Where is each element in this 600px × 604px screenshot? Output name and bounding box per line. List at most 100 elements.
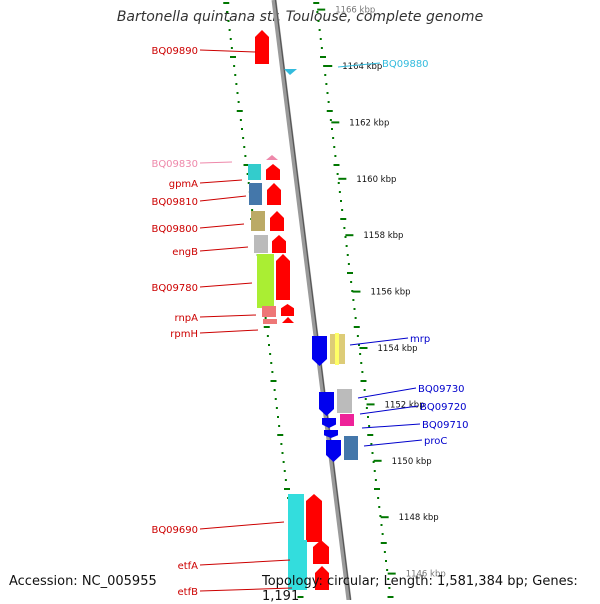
outer-ring-tick — [359, 353, 362, 355]
inner-ring-tick — [264, 317, 267, 319]
gene-label-leader — [199, 587, 293, 592]
outer-ring-tick — [365, 407, 368, 409]
inner-ring-tick — [235, 83, 238, 85]
inner-ring-tick — [270, 362, 273, 364]
gene-proc-arrow — [326, 440, 341, 462]
gene-proc-block — [344, 436, 358, 460]
outer-ring-tick — [385, 560, 387, 562]
inner-ring-tick — [236, 92, 239, 94]
outer-ring-tick — [378, 506, 381, 508]
outer-ring-tick — [316, 11, 319, 13]
outer-ring-tick — [326, 92, 329, 94]
scale-tick-label: 1146 kbp — [406, 570, 446, 580]
outer-ring-tick — [354, 317, 357, 319]
scale-tick-label: 1152 kbp — [385, 400, 425, 410]
gene-rnpa-arrow — [281, 304, 294, 316]
backbone-edge — [274, 0, 352, 600]
inner-ring-tick — [243, 164, 250, 166]
scale-tick-label: 1158 kbp — [363, 231, 403, 241]
gene-label-leader — [199, 49, 257, 53]
outer-ring-tick — [334, 155, 337, 157]
outer-ring-tick — [333, 146, 336, 148]
inner-ring-tick — [281, 452, 284, 454]
scale-tick-label: 1166 kbp — [335, 6, 375, 16]
outer-ring-tick — [379, 515, 382, 517]
gene-label-leader — [199, 195, 247, 202]
outer-ring-tick — [337, 182, 340, 184]
inner-ring-tick — [266, 335, 269, 337]
outer-ring-tick — [338, 191, 341, 193]
inner-ring-tick — [244, 155, 247, 157]
gene-label-leader — [199, 521, 285, 530]
outer-ring-tick — [381, 533, 384, 535]
gene-gpma-block — [248, 164, 261, 180]
outer-ring-tick — [370, 443, 373, 445]
outer-ring-tick — [341, 209, 344, 211]
gene-engb-block — [254, 235, 268, 253]
gene-bq09690-arrow — [306, 494, 322, 542]
outer-ring-tick — [332, 137, 335, 139]
gene-rpmh-block — [263, 319, 277, 324]
outer-ring-tick — [372, 461, 375, 463]
inner-ring-tick — [283, 470, 286, 472]
gene-bq09880-arrow — [284, 69, 297, 75]
gene-bq09780-block — [257, 254, 274, 308]
gene-label-left: BQ09800 — [151, 224, 198, 235]
gene-bq09720-block — [340, 414, 354, 426]
gene-label-leader — [199, 329, 259, 334]
gene-bq09720-arrow — [322, 418, 336, 428]
inner-ring-tick — [297, 596, 304, 598]
gene-label-leader — [199, 246, 249, 252]
backbone-line — [271, 0, 352, 600]
gene-label-right: proC — [424, 436, 447, 447]
gene-gpma-arrow — [266, 164, 280, 180]
inner-ring-tick — [271, 371, 274, 373]
scale-tick-label: 1150 kbp — [392, 457, 432, 467]
gene-label-left: rpmH — [170, 329, 198, 340]
scale-tick-label: 1154 kbp — [378, 344, 418, 354]
gene-label-left: BQ09690 — [151, 525, 198, 536]
outer-ring-tick — [329, 119, 332, 121]
inner-ring-tick — [227, 20, 230, 22]
gene-label-right: mrp — [410, 334, 430, 345]
outer-ring-tick — [356, 335, 359, 337]
gene-label-leader — [357, 387, 417, 399]
outer-ring-tick — [374, 488, 380, 490]
gene-mrp-stripe — [335, 333, 339, 365]
inner-ring-tick — [280, 443, 283, 445]
accession-text: Accession: NC_005955 — [9, 574, 157, 589]
outer-ring-tick — [363, 389, 366, 391]
outer-ring-tick — [327, 101, 330, 103]
outer-ring-tick — [340, 218, 347, 220]
gene-label-left: BQ09810 — [151, 197, 198, 208]
inner-ring-tick — [229, 38, 232, 40]
gene-label-right: BQ09730 — [418, 384, 465, 395]
outer-ring-tick — [347, 272, 353, 274]
outer-ring-tick — [352, 299, 355, 301]
inner-ring-tick — [239, 119, 242, 121]
inner-ring-tick — [226, 11, 229, 13]
inner-ring-tick — [282, 461, 285, 463]
gene-rnpa-block — [262, 306, 276, 317]
inner-ring-tick — [269, 353, 272, 355]
outer-ring-tick — [388, 587, 391, 589]
gene-bq09890-arrow — [255, 30, 269, 64]
outer-ring-tick — [360, 380, 367, 382]
gene-label-leader — [199, 161, 233, 164]
gene-bq09810-arrow — [267, 183, 281, 205]
outer-ring-tick — [323, 65, 326, 67]
outer-ring-tick — [353, 326, 360, 328]
gene-label-leader — [199, 179, 243, 184]
outer-ring-tick — [367, 434, 374, 436]
outer-ring-tick — [367, 416, 369, 418]
outer-ring-tick — [368, 425, 371, 427]
outer-ring-tick — [386, 569, 389, 571]
inner-ring-tick — [237, 101, 240, 103]
outer-ring-tick — [383, 551, 386, 553]
gene-rpmh-arrow — [282, 317, 294, 323]
inner-ring-tick — [223, 2, 230, 4]
gene-label-leader — [199, 223, 245, 229]
gene-label-leader — [349, 337, 409, 346]
outer-ring-tick — [347, 263, 350, 265]
